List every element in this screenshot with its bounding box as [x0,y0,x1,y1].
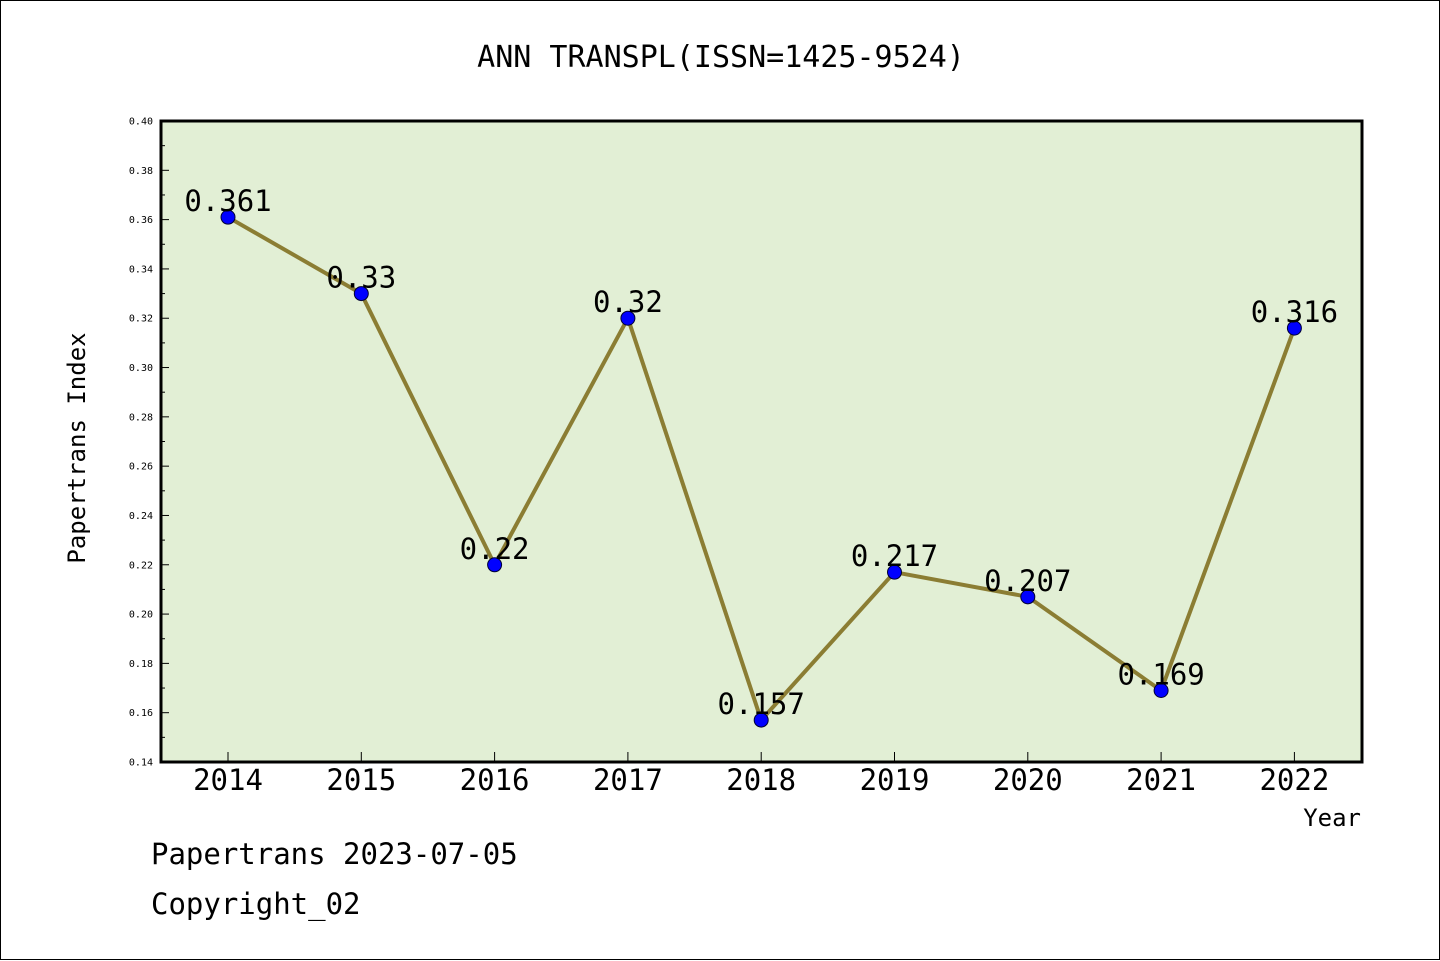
y-tick-label: 0.26 [129,462,153,473]
footer-copyright: Copyright_02 [151,887,361,921]
y-tick-label: 0.18 [129,659,153,670]
data-label: 0.157 [718,687,805,721]
y-tick-label: 0.20 [129,610,153,621]
y-tick-label: 0.24 [129,511,153,522]
data-label: 0.33 [326,261,396,295]
data-point [753,712,769,728]
y-tick-label: 0.22 [129,560,153,571]
x-tick-label: 2022 [1259,763,1329,797]
x-axis-title: Year [1303,804,1361,832]
y-tick-label: 0.34 [129,264,153,275]
data-point [1020,589,1036,605]
x-tick-label: 2016 [460,763,530,797]
y-tick-label: 0.28 [129,412,153,423]
y-tick-label: 0.16 [129,708,153,719]
x-tick-label: 2021 [1126,763,1196,797]
data-label: 0.169 [1117,658,1204,692]
x-tick-label: 2014 [193,763,263,797]
data-point [487,557,503,573]
y-tick-label: 0.30 [129,363,153,374]
chart-title: ANN TRANSPL(ISSN=1425-9524) [477,40,965,75]
x-tick-label: 2020 [993,763,1063,797]
y-tick-label: 0.40 [129,117,153,128]
data-point [1153,683,1169,699]
x-tick-label: 2017 [593,763,663,797]
data-label: 0.217 [851,539,938,573]
data-point [620,310,636,326]
y-tick-label: 0.14 [129,758,153,769]
data-point [887,564,902,580]
plot-area [159,119,1364,764]
x-tick-label: 2018 [726,763,796,797]
y-tick-label: 0.36 [129,215,153,226]
data-point [220,209,236,225]
data-label: 0.316 [1251,295,1338,329]
data-label: 0.32 [593,285,663,319]
x-tick-label: 2015 [326,763,396,797]
data-markers [220,209,1302,728]
data-point [1286,320,1302,336]
x-tick-label: 2019 [860,763,930,797]
footer-date: Papertrans 2023-07-05 [151,837,518,871]
data-label: 0.207 [984,564,1071,598]
y-axis-title: Papertrans Index [63,332,91,563]
data-label: 0.22 [460,532,530,566]
y-tick-label: 0.32 [129,314,153,325]
y-axis: 0.14 0.16 0.18 0.20 0.22 0.24 0.26 0.28 0.30 0.32… [129,117,169,769]
data-label: 0.361 [184,184,271,218]
data-point [353,286,369,302]
x-axis: 2014 2015 2016 2017 2018 2019 2020 2021 2022 [193,752,1329,797]
data-labels: 0.361 0.33 0.22 0.32 0.157 0.217 0.207 0.169 0.3… [184,184,1338,721]
y-tick-label: 0.38 [129,166,153,177]
